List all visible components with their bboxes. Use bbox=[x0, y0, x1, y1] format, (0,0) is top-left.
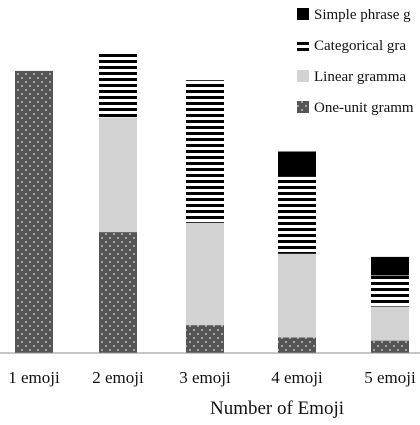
legend: Simple phrase g Categorical gra Linear gra… bbox=[297, 7, 414, 116]
bar-segment-4-emoji-series-2 bbox=[278, 176, 316, 254]
x-tick-label: 5 emoji bbox=[364, 368, 416, 387]
legend-swatch bbox=[297, 8, 309, 20]
bar-segment-5-emoji-series-1 bbox=[371, 306, 409, 341]
legend-swatch bbox=[297, 70, 309, 82]
x-tick-label: 2 emoji bbox=[92, 368, 144, 387]
bar-segment-4-emoji-series-3 bbox=[278, 151, 316, 177]
x-axis-title: Number of Emoji bbox=[210, 398, 344, 419]
x-tick-labels: 1 emoji 2 emoji 3 emoji 4 emoji 5 emoji bbox=[8, 368, 416, 387]
bar-segment-5-emoji-series-2 bbox=[371, 275, 409, 307]
bar-segment-3-emoji-series-2 bbox=[186, 80, 224, 223]
bar-segment-4-emoji-series-1 bbox=[278, 253, 316, 338]
bar-segment-3-emoji-series-1 bbox=[186, 222, 224, 326]
legend-label: Categorical gra bbox=[314, 38, 406, 54]
bar-segment-2-emoji-series-1 bbox=[99, 117, 137, 233]
bar-segment-5-emoji-series-3 bbox=[371, 256, 409, 276]
bars-group bbox=[15, 52, 409, 354]
legend-label: One-unit gramm bbox=[314, 100, 414, 116]
x-tick-label: 1 emoji bbox=[8, 368, 60, 387]
bar-segment-5-emoji-series-0 bbox=[371, 340, 409, 353]
x-tick-label: 3 emoji bbox=[179, 368, 231, 387]
bar-segment-1-emoji-series-0 bbox=[15, 70, 53, 354]
bar-segment-2-emoji-series-0 bbox=[99, 232, 137, 353]
bar-segment-4-emoji-series-0 bbox=[278, 337, 316, 353]
bar-segment-3-emoji-series-0 bbox=[186, 325, 224, 353]
legend-swatch bbox=[297, 101, 309, 113]
legend-swatch bbox=[297, 39, 309, 51]
legend-label: Simple phrase g bbox=[314, 7, 411, 23]
bar-segment-2-emoji-series-2 bbox=[99, 52, 137, 118]
legend-label: Linear gramma bbox=[314, 69, 406, 85]
x-tick-label: 4 emoji bbox=[271, 368, 323, 387]
